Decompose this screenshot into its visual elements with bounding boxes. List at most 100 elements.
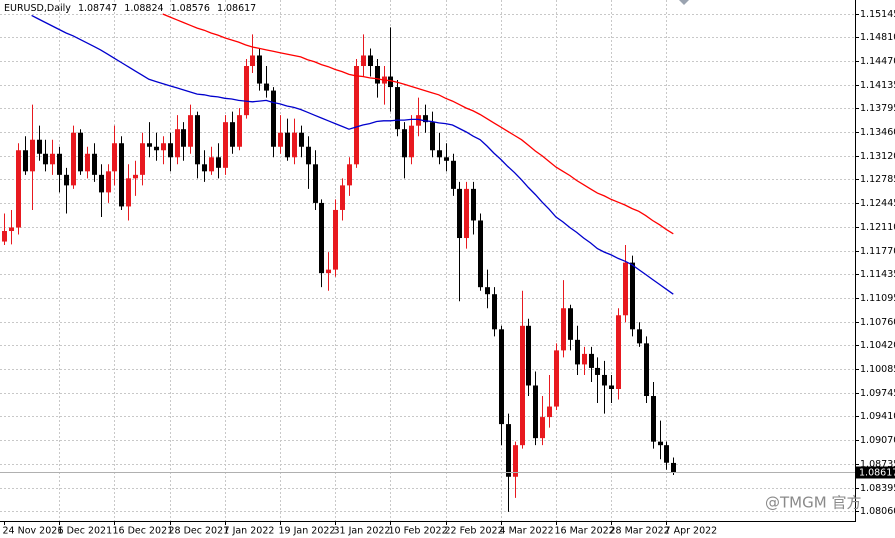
candle-body bbox=[464, 188, 469, 239]
candle-body bbox=[368, 55, 373, 67]
candle-body bbox=[513, 445, 518, 477]
y-tick-label: 1.09070 bbox=[860, 435, 895, 446]
close-price: 1.08617 bbox=[217, 3, 256, 14]
y-tick-label: 1.12785 bbox=[860, 174, 895, 185]
candle-body bbox=[112, 143, 117, 172]
y-tick-label: 1.12445 bbox=[860, 198, 895, 209]
candle-body bbox=[326, 269, 331, 274]
chart-shift-marker bbox=[679, 0, 689, 5]
y-tick-label: 1.15145 bbox=[860, 9, 895, 20]
candle-body bbox=[437, 150, 442, 158]
candle-body bbox=[485, 287, 490, 295]
candle-body bbox=[264, 83, 269, 91]
y-tick-label: 1.10420 bbox=[860, 340, 895, 351]
last-price-box bbox=[856, 466, 895, 479]
candle-body bbox=[168, 143, 173, 158]
candle-body bbox=[106, 171, 111, 193]
candle-body bbox=[499, 329, 504, 425]
candle-body bbox=[244, 66, 249, 116]
candle-body bbox=[92, 153, 97, 175]
y-tick-label: 1.10760 bbox=[860, 317, 895, 328]
candle-body bbox=[202, 164, 207, 172]
candle-body bbox=[292, 132, 297, 158]
low-price: 1.08576 bbox=[171, 3, 210, 14]
candle-body bbox=[451, 160, 456, 189]
candle-body bbox=[99, 174, 104, 193]
y-tick-label: 1.13120 bbox=[860, 151, 895, 162]
candle-body bbox=[457, 188, 462, 239]
candle-body bbox=[333, 209, 338, 270]
x-tick-label: 28 Mar 2022 bbox=[610, 526, 670, 537]
candle-body bbox=[147, 143, 152, 147]
candle-body bbox=[64, 174, 69, 186]
candle-body bbox=[526, 325, 531, 386]
candle-body bbox=[195, 115, 200, 165]
candle-body bbox=[306, 146, 311, 165]
candle-body bbox=[230, 122, 235, 147]
x-tick-label: 19 Jan 2022 bbox=[279, 526, 336, 537]
plot-area bbox=[0, 13, 855, 512]
candle-body bbox=[595, 367, 600, 375]
candle-body bbox=[554, 350, 559, 407]
candle-body bbox=[285, 132, 290, 158]
x-tick-label: 31 Jan 2022 bbox=[334, 526, 391, 537]
candle-body bbox=[299, 132, 304, 147]
candle-body bbox=[271, 90, 276, 147]
candle-body bbox=[23, 150, 28, 172]
candle-body bbox=[154, 146, 159, 151]
y-tick-label: 1.10085 bbox=[860, 364, 895, 375]
x-tick-label: 16 Mar 2022 bbox=[555, 526, 615, 537]
candle-body bbox=[478, 220, 483, 288]
moving-average-line bbox=[162, 13, 674, 235]
chart-header: EURUSD,Daily 1.08747 1.08824 1.08576 1.0… bbox=[4, 3, 256, 14]
y-tick-label: 1.14135 bbox=[860, 80, 895, 91]
y-tick-label: 1.08395 bbox=[860, 483, 895, 494]
candle-body bbox=[37, 139, 42, 154]
x-tick-label: 10 Feb 2022 bbox=[389, 526, 448, 537]
candle-body bbox=[471, 188, 476, 221]
candle-body bbox=[209, 157, 214, 172]
candle-body bbox=[388, 76, 393, 88]
candle-body bbox=[181, 129, 186, 147]
x-tick-label: 16 Dec 2021 bbox=[113, 526, 174, 537]
y-tick-label: 1.08735 bbox=[860, 459, 895, 470]
last-price-label: 1.08617 bbox=[859, 468, 895, 479]
candle-body bbox=[257, 55, 262, 84]
y-tick-label: 1.13460 bbox=[860, 127, 895, 138]
candle-body bbox=[423, 115, 428, 123]
y-tick-label: 1.08060 bbox=[860, 506, 895, 517]
candle-body bbox=[347, 164, 352, 186]
candle-body bbox=[568, 308, 573, 340]
candle-body bbox=[492, 294, 497, 330]
candle-body bbox=[430, 122, 435, 151]
y-tick-label: 1.11435 bbox=[860, 269, 895, 280]
candle-body bbox=[575, 339, 580, 365]
high-price: 1.08824 bbox=[124, 3, 163, 14]
candle-body bbox=[644, 343, 649, 397]
candle-body bbox=[119, 143, 124, 207]
candle-body bbox=[9, 227, 14, 232]
candle-body bbox=[561, 308, 566, 351]
watermark: @TMGM 官方 bbox=[765, 494, 861, 512]
candle-body bbox=[671, 462, 676, 473]
candle-body bbox=[278, 132, 283, 147]
candle-body bbox=[547, 406, 552, 418]
x-tick-label: 28 Dec 2021 bbox=[169, 526, 230, 537]
candle-body bbox=[589, 353, 594, 368]
candle-body bbox=[630, 262, 635, 330]
candle-body bbox=[616, 315, 621, 389]
candle-body bbox=[57, 153, 62, 175]
candle-body bbox=[637, 329, 642, 344]
candle-body bbox=[313, 164, 318, 203]
candle-body bbox=[43, 153, 48, 165]
grid bbox=[0, 0, 855, 521]
candle-body bbox=[16, 150, 21, 228]
y-tick-label: 1.11095 bbox=[860, 293, 895, 304]
candle-body bbox=[319, 202, 324, 274]
candle-body bbox=[30, 139, 35, 172]
candle-body bbox=[237, 115, 242, 147]
candle-body bbox=[623, 262, 628, 316]
candle-body bbox=[2, 231, 7, 242]
